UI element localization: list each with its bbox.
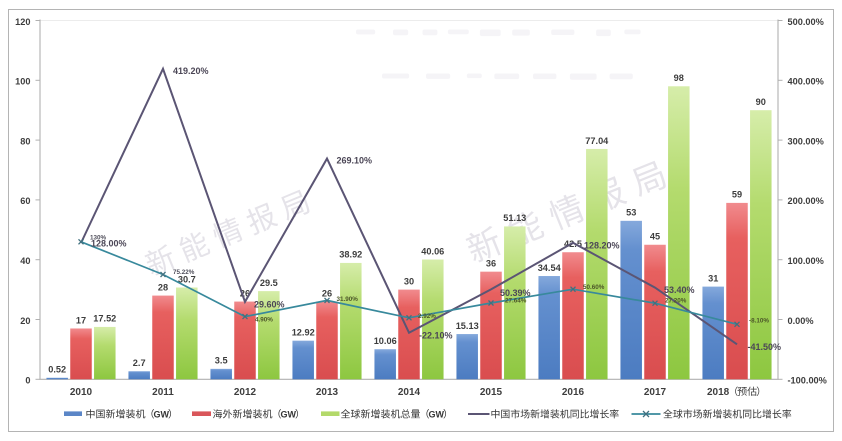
svg-text:-41.50%: -41.50% — [748, 342, 782, 352]
svg-text:59: 59 — [732, 190, 742, 200]
svg-text:2.92%: 2.92% — [418, 313, 436, 320]
svg-text:31: 31 — [708, 273, 718, 283]
svg-text:-8.10%: -8.10% — [749, 317, 769, 324]
svg-text:419.20%: 419.20% — [173, 66, 209, 76]
svg-text:2015: 2015 — [480, 387, 503, 398]
svg-text:120: 120 — [15, 17, 30, 27]
svg-text:2013: 2013 — [316, 387, 339, 398]
svg-text:269.10%: 269.10% — [337, 156, 373, 166]
svg-text:40: 40 — [20, 256, 30, 266]
svg-text:2.7: 2.7 — [133, 358, 146, 368]
svg-text:29.5: 29.5 — [260, 278, 278, 288]
svg-text:98: 98 — [674, 73, 684, 83]
svg-text:3.5: 3.5 — [215, 356, 228, 366]
svg-text:GW: GW — [429, 410, 445, 420]
svg-text:2011: 2011 — [152, 387, 174, 398]
svg-text:60: 60 — [20, 196, 30, 206]
svg-text:75.22%: 75.22% — [173, 269, 195, 276]
svg-text:2010: 2010 — [70, 387, 93, 398]
svg-text:50.60%: 50.60% — [583, 284, 605, 291]
svg-text:0.52: 0.52 — [48, 365, 66, 375]
svg-text:12.92: 12.92 — [292, 328, 315, 338]
svg-text:2018: 2018 — [707, 387, 730, 398]
svg-text:30: 30 — [404, 276, 414, 286]
svg-text:42.5: 42.5 — [564, 239, 582, 249]
svg-text:15.13: 15.13 — [456, 321, 479, 331]
svg-text:0: 0 — [25, 376, 30, 386]
svg-text:90: 90 — [756, 97, 766, 107]
svg-text:300.00%: 300.00% — [788, 136, 824, 146]
svg-text:-22.10%: -22.10% — [419, 331, 453, 341]
svg-text:2014: 2014 — [398, 387, 421, 398]
svg-text:500.00%: 500.00% — [788, 17, 824, 27]
svg-text:29.60%: 29.60% — [254, 300, 285, 310]
svg-text:GW: GW — [281, 410, 297, 420]
svg-text:50.39%: 50.39% — [500, 288, 531, 298]
svg-text:130%: 130% — [90, 234, 107, 241]
svg-text:0.00%: 0.00% — [788, 316, 814, 326]
svg-text:100: 100 — [15, 77, 30, 87]
svg-text:28: 28 — [158, 282, 168, 292]
svg-text:51.13: 51.13 — [503, 213, 526, 223]
svg-text:45: 45 — [650, 232, 660, 242]
svg-text:30.7: 30.7 — [178, 274, 196, 284]
svg-text:2012: 2012 — [234, 387, 257, 398]
svg-text:4.90%: 4.90% — [255, 316, 273, 323]
svg-text:GW: GW — [154, 410, 170, 420]
svg-text:2017: 2017 — [644, 387, 667, 398]
svg-text:20: 20 — [20, 316, 30, 326]
svg-text:53: 53 — [626, 208, 636, 218]
svg-text:31.90%: 31.90% — [337, 296, 359, 303]
svg-text:128.20%: 128.20% — [584, 241, 620, 251]
svg-text:17.52: 17.52 — [93, 314, 116, 324]
svg-text:100.00%: 100.00% — [788, 256, 824, 266]
svg-text:2016: 2016 — [562, 387, 585, 398]
svg-text:10.06: 10.06 — [374, 336, 397, 346]
svg-text:17: 17 — [76, 315, 86, 325]
svg-text:26: 26 — [240, 288, 250, 298]
svg-text:-100.00%: -100.00% — [788, 376, 827, 386]
svg-text:36: 36 — [486, 259, 496, 269]
svg-text:128.00%: 128.00% — [91, 239, 127, 249]
svg-text:77.04: 77.04 — [585, 136, 609, 146]
svg-text:27.20%: 27.20% — [665, 297, 687, 304]
svg-text:400.00%: 400.00% — [788, 77, 824, 87]
svg-text:80: 80 — [20, 136, 30, 146]
svg-text:38.92: 38.92 — [339, 250, 362, 260]
svg-text:53.40%: 53.40% — [664, 285, 695, 295]
svg-text:40.06: 40.06 — [421, 246, 444, 256]
svg-text:34.54: 34.54 — [538, 263, 562, 273]
svg-text:27.64%: 27.64% — [505, 298, 527, 305]
svg-text:26: 26 — [322, 288, 332, 298]
svg-text:200.00%: 200.00% — [788, 196, 824, 206]
